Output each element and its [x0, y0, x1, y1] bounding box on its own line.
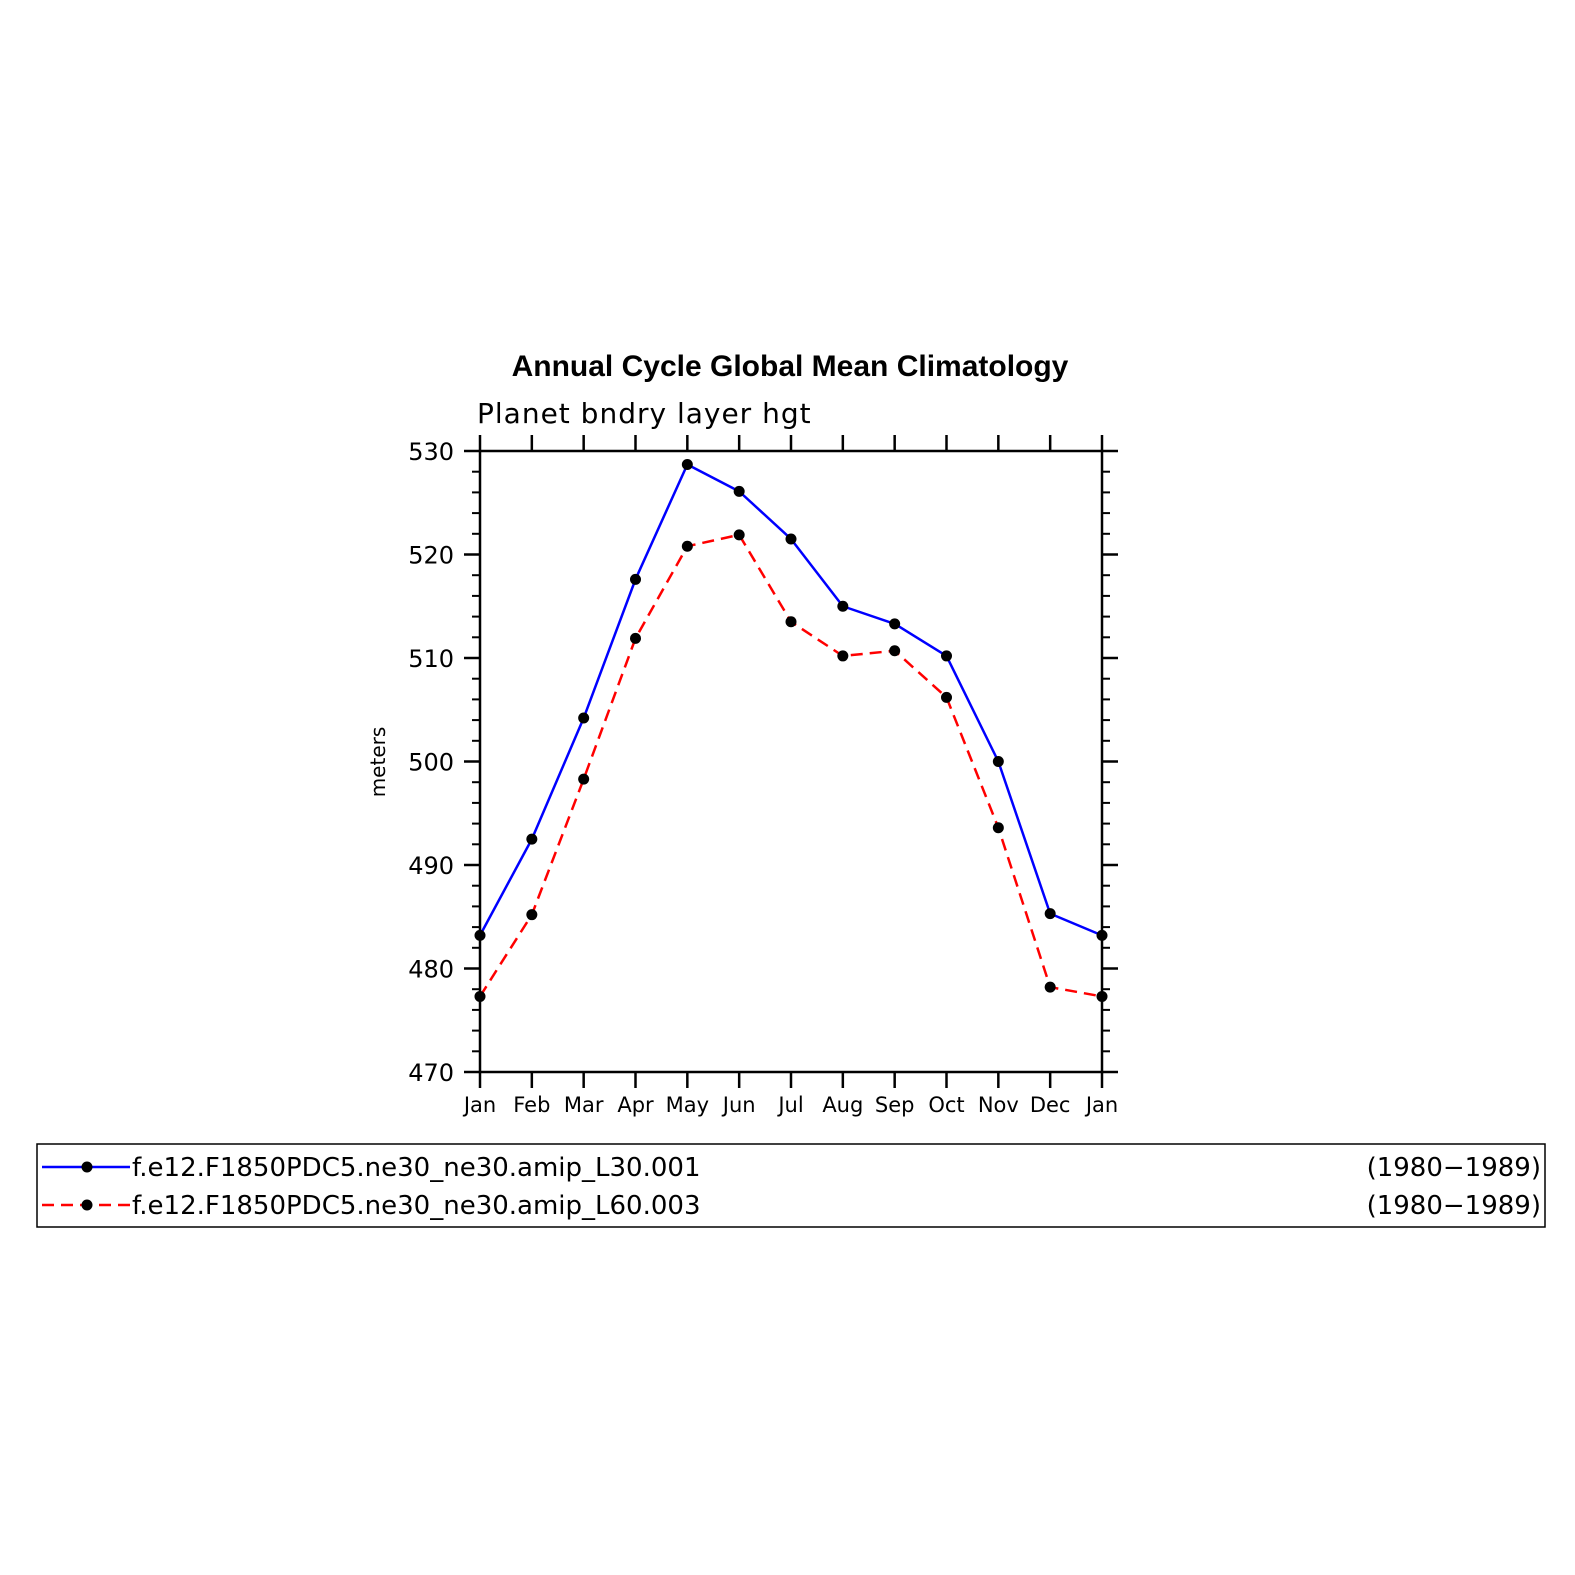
series-line-2 [478, 533, 1103, 998]
legend: f.e12.F1850PDC5.ne30_ne30.amip_L30.001 (1… [36, 1143, 1546, 1228]
x-tick-label: Jan [1084, 1093, 1118, 1117]
y-tick-label: 530 [408, 438, 454, 466]
data-point-series-1 [837, 600, 849, 612]
chart-title: Annual Cycle Global Mean Climatology [512, 350, 1069, 383]
x-tick-label: May [666, 1093, 709, 1117]
data-point-series-2 [785, 616, 797, 628]
legend-marker-1 [81, 1161, 93, 1173]
data-point-series-1 [733, 485, 745, 497]
chart-subtitle: Planet bndry layer hgt [477, 397, 812, 430]
data-point-series-2 [889, 645, 901, 657]
x-tick-label: Mar [564, 1093, 604, 1117]
x-tick-label: Oct [928, 1093, 964, 1117]
data-point-series-1 [578, 712, 590, 724]
data-point-series-2 [992, 822, 1004, 834]
legend-label-2: f.e12.F1850PDC5.ne30_ne30.amip_L60.003 [132, 1191, 700, 1221]
x-tick-label: Nov [978, 1093, 1019, 1117]
y-tick-label: 470 [408, 1059, 454, 1087]
data-point-series-1 [526, 833, 538, 845]
data-point-series-2 [526, 909, 538, 921]
y-tick-label: 480 [408, 956, 454, 984]
x-tick-label: Apr [617, 1093, 654, 1117]
x-tick-label: Jun [721, 1093, 756, 1117]
x-tick-label: Jan [462, 1093, 496, 1117]
data-point-series-2 [681, 540, 693, 552]
data-point-series-2 [837, 650, 849, 662]
data-point-series-1 [785, 533, 797, 545]
series-layer [474, 458, 1108, 1002]
data-point-series-1 [889, 618, 901, 630]
y-tick-label: 500 [408, 749, 454, 777]
y-tick-label: 520 [408, 542, 454, 570]
legend-period-2: (1980−1989) [1367, 1191, 1541, 1221]
legend-period-1: (1980−1989) [1367, 1153, 1541, 1183]
data-point-series-1 [992, 756, 1004, 767]
x-tick-label: Sep [875, 1093, 915, 1117]
data-point-series-1 [1044, 908, 1056, 920]
x-tick-label: Jul [776, 1093, 803, 1117]
x-tick-label: Feb [513, 1093, 550, 1117]
legend-marker-2 [81, 1199, 93, 1211]
data-point-series-2 [941, 691, 952, 703]
legend-label-1: f.e12.F1850PDC5.ne30_ne30.amip_L30.001 [132, 1153, 700, 1183]
y-axis-label: meters [366, 727, 390, 798]
data-point-series-1 [630, 573, 641, 585]
y-tick-label: 490 [408, 852, 454, 880]
data-point-series-2 [733, 529, 745, 541]
data-point-series-2 [1044, 981, 1056, 993]
data-point-series-2 [630, 632, 641, 644]
y-tick-label: 510 [408, 645, 454, 673]
legend-box [36, 1143, 1546, 1228]
x-tick-label: Dec [1030, 1093, 1071, 1117]
x-tick-label: Aug [822, 1093, 863, 1117]
plot-frame [478, 449, 1104, 1074]
data-point-series-1 [941, 650, 952, 662]
axes: 470 480 490 500 510 520 530 Jan Feb Mar Apr May Jun J… [408, 435, 1118, 1117]
data-point-series-2 [578, 773, 590, 785]
data-point-series-1 [681, 458, 693, 470]
